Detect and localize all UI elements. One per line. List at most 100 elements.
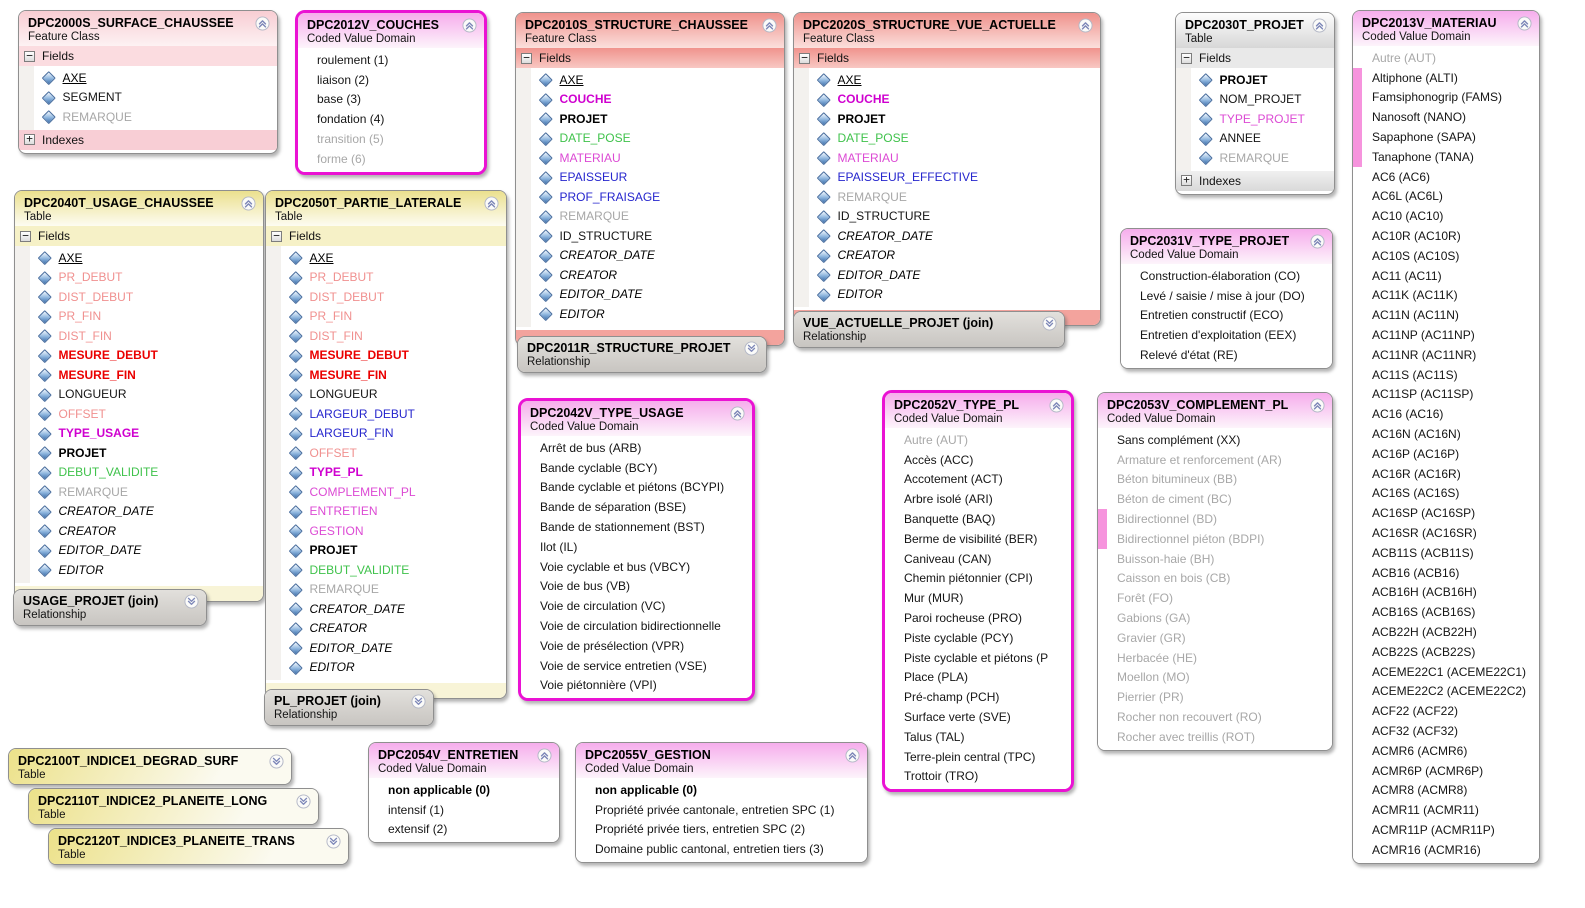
box-header[interactable]: DPC2120T_INDICE3_PLANEITE_TRANS Table xyxy=(49,829,348,864)
field-row-projet[interactable]: PROJET xyxy=(266,541,506,561)
domain-value-row[interactable]: ACB22S (ACB22S) xyxy=(1353,642,1539,662)
domain-value-row[interactable]: Chemin piétonnier (CPI) xyxy=(885,569,1071,589)
domain-value-row[interactable]: Autre (AUT) xyxy=(1353,48,1539,68)
box-header[interactable]: DPC2000S_SURFACE_CHAUSSEE Feature Class xyxy=(19,11,277,46)
section-fields[interactable]: − Fields xyxy=(1176,48,1334,68)
field-row-dist_fin[interactable]: DIST_FIN xyxy=(266,326,506,346)
field-row-pr_fin[interactable]: PR_FIN xyxy=(266,307,506,327)
chevron-double-up-icon[interactable] xyxy=(845,748,861,764)
box-header[interactable]: DPC2040T_USAGE_CHAUSSEE Table xyxy=(15,191,263,226)
domain-value-row[interactable]: Arrêt de bus (ARB) xyxy=(521,438,752,458)
domain-value-row[interactable]: AC16 (AC16) xyxy=(1353,404,1539,424)
field-row-debut_validite[interactable]: DEBUT_VALIDITE xyxy=(266,560,506,580)
field-row-date_pose[interactable]: DATE_POSE xyxy=(516,129,784,149)
box-header[interactable]: DPC2042V_TYPE_USAGE Coded Value Domain xyxy=(521,401,752,436)
section-indexes[interactable]: + Indexes xyxy=(1176,170,1334,191)
chevron-double-up-icon[interactable] xyxy=(730,406,746,422)
entity-VUE-ACTUELLE-PROJET-join-[interactable]: VUE_ACTUELLE_PROJET (join) Relationship xyxy=(793,311,1065,348)
field-row-type_usage[interactable]: TYPE_USAGE xyxy=(15,424,263,444)
domain-value-row[interactable]: ACEME22C2 (ACEME22C2) xyxy=(1353,682,1539,702)
domain-value-row[interactable]: ACF22 (ACF22) xyxy=(1353,701,1539,721)
domain-value-row[interactable]: ACMR8 (ACMR8) xyxy=(1353,780,1539,800)
domain-value-row[interactable]: Surface verte (SVE) xyxy=(885,707,1071,727)
entity-PL-PROJET-join-[interactable]: PL_PROJET (join) Relationship xyxy=(264,689,434,726)
domain-value-row[interactable]: AC11NR (AC11NR) xyxy=(1353,345,1539,365)
box-header[interactable]: DPC2031V_TYPE_PROJET Coded Value Domain xyxy=(1121,229,1332,264)
entity-DPC2013V-MATERIAU[interactable]: DPC2013V_MATERIAU Coded Value Domain Autre… xyxy=(1352,10,1540,864)
field-row-projet[interactable]: PROJET xyxy=(1176,70,1334,90)
domain-value-row[interactable]: intensif (1) xyxy=(369,800,559,820)
chevron-double-down-icon[interactable] xyxy=(184,594,200,610)
entity-USAGE-PROJET-join-[interactable]: USAGE_PROJET (join) Relationship xyxy=(13,589,207,626)
domain-value-row[interactable]: Forêt (FO) xyxy=(1098,588,1332,608)
domain-value-row[interactable]: Domaine public cantonal, entretien tiers… xyxy=(576,839,867,859)
domain-value-row[interactable]: Caniveau (CAN) xyxy=(885,549,1071,569)
field-row-epaisseur_effective[interactable]: EPAISSEUR_EFFECTIVE xyxy=(794,168,1100,188)
plus-icon[interactable]: + xyxy=(1181,174,1192,186)
field-row-remarque[interactable]: REMARQUE xyxy=(266,580,506,600)
field-row-gestion[interactable]: GESTION xyxy=(266,521,506,541)
domain-value-row[interactable]: Voie de circulation bidirectionnelle xyxy=(521,616,752,636)
domain-value-row[interactable]: Banquette (BAQ) xyxy=(885,509,1071,529)
chevron-double-up-icon[interactable] xyxy=(484,196,500,212)
domain-value-row[interactable]: AC16SP (AC16SP) xyxy=(1353,503,1539,523)
chevron-double-up-icon[interactable] xyxy=(1310,398,1326,414)
field-row-largeur_debut[interactable]: LARGEUR_DEBUT xyxy=(266,404,506,424)
entity-DPC2012V-COUCHES[interactable]: DPC2012V_COUCHES Coded Value Domain roulem… xyxy=(295,10,487,175)
domain-value-row[interactable]: AC10S (AC10S) xyxy=(1353,246,1539,266)
field-row-longueur[interactable]: LONGUEUR xyxy=(266,385,506,405)
domain-value-row[interactable]: Bidirectionnel (BD) xyxy=(1098,509,1332,529)
domain-value-row[interactable]: AC6L (AC6L) xyxy=(1353,187,1539,207)
domain-value-row[interactable]: Voie de service entretien (VSE) xyxy=(521,656,752,676)
field-row-axe[interactable]: AXE xyxy=(516,70,784,90)
entity-DPC2040T-USAGE-CHAUSSEE[interactable]: DPC2040T_USAGE_CHAUSSEE Table − Fields AXE PR… xyxy=(14,190,264,602)
domain-value-row[interactable]: ACMR11 (ACMR11) xyxy=(1353,800,1539,820)
box-header[interactable]: VUE_ACTUELLE_PROJET (join) Relationship xyxy=(794,312,1064,347)
domain-value-row[interactable]: non applicable (0) xyxy=(369,780,559,800)
field-row-dist_debut[interactable]: DIST_DEBUT xyxy=(15,287,263,307)
field-row-creator_date[interactable]: CREATOR_DATE xyxy=(15,502,263,522)
field-row-id_structure[interactable]: ID_STRUCTURE xyxy=(794,207,1100,227)
box-header[interactable]: DPC2030T_PROJET Table xyxy=(1176,13,1334,48)
field-row-creator[interactable]: CREATOR xyxy=(794,246,1100,266)
field-row-dist_debut[interactable]: DIST_DEBUT xyxy=(266,287,506,307)
domain-value-row[interactable]: Propriété privée cantonale, entretien SP… xyxy=(576,800,867,820)
domain-value-row[interactable]: ACMR6P (ACMR6P) xyxy=(1353,761,1539,781)
minus-icon[interactable]: − xyxy=(1181,52,1192,64)
domain-value-row[interactable]: Nanosoft (NANO) xyxy=(1353,107,1539,127)
chevron-double-down-icon[interactable] xyxy=(296,794,312,810)
field-row-pr_debut[interactable]: PR_DEBUT xyxy=(266,268,506,288)
domain-value-row[interactable]: AC16S (AC16S) xyxy=(1353,484,1539,504)
domain-value-row[interactable]: Bande cyclable (BCY) xyxy=(521,458,752,478)
field-row-creator[interactable]: CREATOR xyxy=(15,521,263,541)
domain-value-row[interactable]: Paroi rocheuse (PRO) xyxy=(885,608,1071,628)
box-header[interactable]: DPC2110T_INDICE2_PLANEITE_LONG Table xyxy=(29,789,318,824)
domain-value-row[interactable]: AC16N (AC16N) xyxy=(1353,424,1539,444)
field-row-remarque[interactable]: REMARQUE xyxy=(1176,148,1334,168)
field-row-date_pose[interactable]: DATE_POSE xyxy=(794,129,1100,149)
field-row-remarque[interactable]: REMARQUE xyxy=(19,107,277,127)
domain-value-row[interactable]: non applicable (0) xyxy=(576,780,867,800)
field-row-nom_projet[interactable]: NOM_PROJET xyxy=(1176,90,1334,110)
field-row-remarque[interactable]: REMARQUE xyxy=(516,207,784,227)
domain-value-row[interactable]: Rocher avec treillis (ROT) xyxy=(1098,727,1332,747)
box-header[interactable]: DPC2050T_PARTIE_LATERALE Table xyxy=(266,191,506,226)
domain-value-row[interactable]: AC10 (AC10) xyxy=(1353,206,1539,226)
field-row-debut_validite[interactable]: DEBUT_VALIDITE xyxy=(15,463,263,483)
domain-value-row[interactable]: Tanaphone (TANA) xyxy=(1353,146,1539,167)
field-row-remarque[interactable]: REMARQUE xyxy=(15,482,263,502)
domain-value-row[interactable]: Pierrier (PR) xyxy=(1098,687,1332,707)
domain-value-row[interactable]: Gabions (GA) xyxy=(1098,608,1332,628)
entity-DPC2011R-STRUCTURE-PROJET[interactable]: DPC2011R_STRUCTURE_PROJET Relationship xyxy=(517,336,767,373)
box-header[interactable]: DPC2054V_ENTRETIEN Coded Value Domain xyxy=(369,743,559,778)
field-row-pr_fin[interactable]: PR_FIN xyxy=(15,307,263,327)
field-row-projet[interactable]: PROJET xyxy=(794,109,1100,129)
field-row-projet[interactable]: PROJET xyxy=(15,443,263,463)
section-fields[interactable]: − Fields xyxy=(266,226,506,246)
domain-value-row[interactable]: ACMR11P (ACMR11P) xyxy=(1353,820,1539,840)
entity-DPC2054V-ENTRETIEN[interactable]: DPC2054V_ENTRETIEN Coded Value Domain non … xyxy=(368,742,560,844)
chevron-double-up-icon[interactable] xyxy=(537,748,553,764)
domain-value-row[interactable]: Voie piétonnière (VPI) xyxy=(521,676,752,696)
field-row-pr_debut[interactable]: PR_DEBUT xyxy=(15,268,263,288)
